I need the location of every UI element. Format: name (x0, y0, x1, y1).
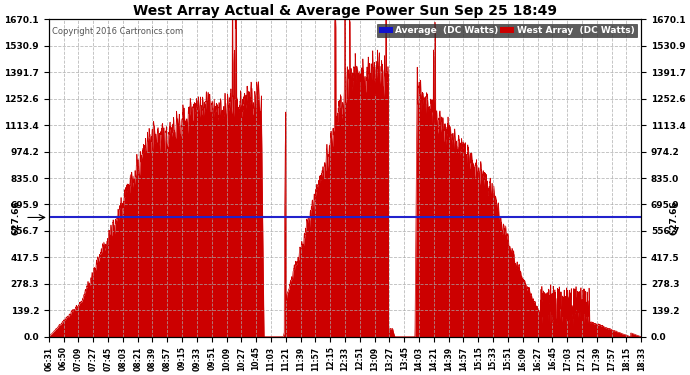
Text: 627.66: 627.66 (12, 200, 21, 235)
Text: Copyright 2016 Cartronics.com: Copyright 2016 Cartronics.com (52, 27, 183, 36)
Legend: Average  (DC Watts), West Array  (DC Watts): Average (DC Watts), West Array (DC Watts… (377, 24, 637, 38)
Text: 627.66: 627.66 (669, 200, 678, 235)
Title: West Array Actual & Average Power Sun Sep 25 18:49: West Array Actual & Average Power Sun Se… (133, 4, 557, 18)
